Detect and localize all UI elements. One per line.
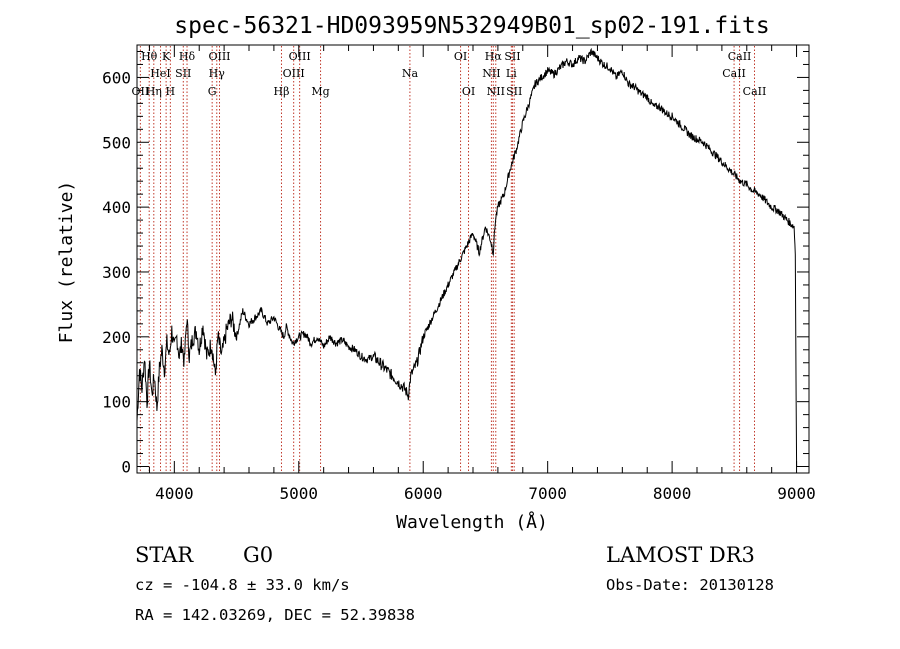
spectral-line-label: SII <box>506 85 522 98</box>
obs-date: Obs-Date: 20130128 <box>606 576 774 594</box>
spectral-line-label: OIII <box>283 67 305 80</box>
spectral-line-label: Hη <box>146 85 162 98</box>
plot-frame <box>136 44 810 474</box>
spectral-line-label: OII <box>132 85 150 98</box>
chart-title: spec-56321-HD093959N532949B01_sp02-191.f… <box>174 13 769 39</box>
y-tick-label: 100 <box>102 393 131 412</box>
spectral-line-label: OIII <box>208 50 230 63</box>
spectral-line-label: Hα <box>485 50 503 63</box>
spectral-line-label: NII <box>487 85 505 98</box>
spectral-line-label: H <box>166 85 176 98</box>
spectrum-line <box>136 47 798 467</box>
spectral-line-label: Hδ <box>179 50 196 63</box>
survey-name: LAMOST DR3 <box>606 543 755 567</box>
spectral-line-label: Li <box>506 67 517 80</box>
spectral-line-label: OIII <box>289 50 311 63</box>
axis-ticks <box>137 45 809 473</box>
spectral-line-label: G <box>208 85 217 98</box>
spectral-line-label: Mg <box>311 85 329 98</box>
y-tick-label: 200 <box>102 328 131 347</box>
spectral-line-label: HeI <box>150 67 170 80</box>
spectral-line-label: Hβ <box>274 85 290 98</box>
x-tick-label: 4000 <box>155 484 194 503</box>
y-tick-label: 300 <box>102 263 131 282</box>
x-tick-label: 5000 <box>280 484 319 503</box>
object-subclass: G0 <box>243 543 273 567</box>
y-tick-label: 400 <box>102 198 131 217</box>
spectral-line-label: Na <box>402 67 419 80</box>
y-tick-label: 0 <box>121 458 131 477</box>
spectral-line-label: SII <box>175 67 191 80</box>
spectral-line-label: Hθ <box>141 50 158 63</box>
spectral-line-label: NII <box>482 67 500 80</box>
object-class: STAR <box>135 543 194 567</box>
coordinates: RA = 142.03269, DEC = 52.39838 <box>135 606 415 624</box>
axis-tick-labels: 4000 5000 6000 7000 8000 9000 0 100 200 300 400 500… <box>102 68 816 503</box>
y-tick-label: 500 <box>102 133 131 152</box>
redshift-text: cz = -104.8 ± 33.0 km/s <box>135 576 350 594</box>
spectral-line-label: SII <box>504 50 520 63</box>
spectral-line-label: OI <box>462 85 475 98</box>
x-tick-label: 6000 <box>404 484 443 503</box>
x-tick-label: 9000 <box>777 484 816 503</box>
x-tick-label: 7000 <box>528 484 567 503</box>
spectral-line-label: Hγ <box>209 67 226 80</box>
spectral-line-label: CaII <box>743 85 767 98</box>
spectral-line-markers <box>139 46 755 472</box>
spectral-line-label: OI <box>454 50 467 63</box>
spectral-line-label: CaII <box>722 67 746 80</box>
y-tick-label: 600 <box>102 68 131 87</box>
spectral-line-label: CaII <box>728 50 752 63</box>
x-tick-label: 8000 <box>653 484 692 503</box>
spectral-line-label: K <box>162 50 171 63</box>
y-axis-label: Flux (relative) <box>56 181 77 344</box>
x-axis-label: Wavelength (Å) <box>396 511 548 533</box>
